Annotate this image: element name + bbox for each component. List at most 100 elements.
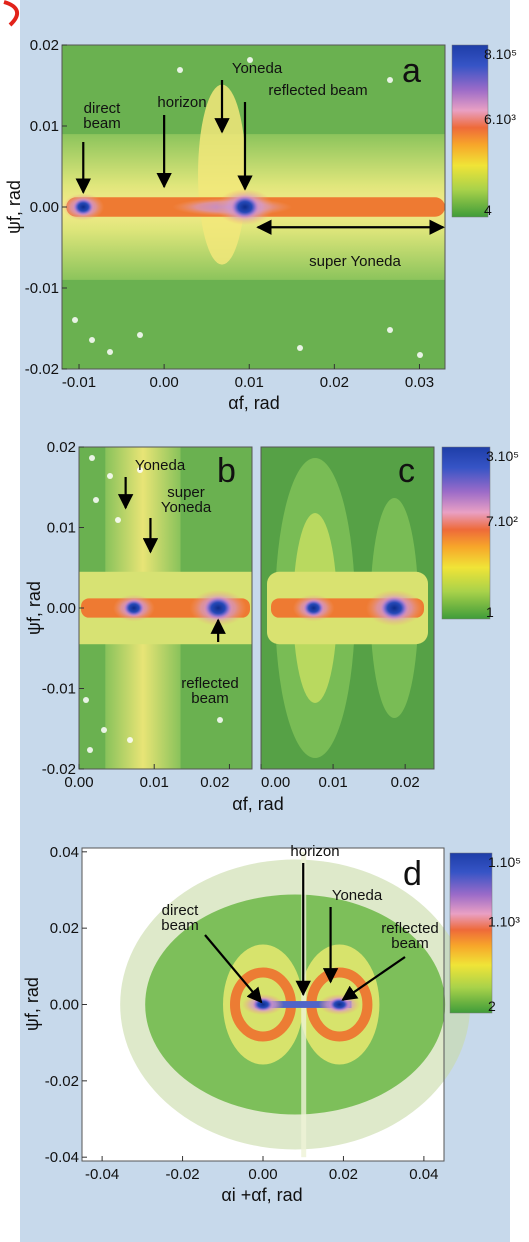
panel-a-y-axis-label: ψf, rad bbox=[4, 180, 24, 234]
panel-a-speckle bbox=[247, 57, 253, 63]
panel-c-x-tick-label: 0.00 bbox=[261, 774, 290, 791]
panel-b-letter: b bbox=[217, 452, 236, 490]
panel-d-annotation-horizon: horizon bbox=[290, 843, 339, 860]
panel-a-y-tick-label: -0.01 bbox=[25, 280, 59, 297]
panel-a-x-tick-label: 0.02 bbox=[320, 374, 349, 391]
panel-b-y-axis-label: ψf, rad bbox=[24, 581, 44, 635]
panel-c-frame bbox=[260, 446, 435, 770]
panel-b-speckle bbox=[101, 727, 107, 733]
colorbar-a bbox=[451, 44, 489, 218]
panel-a-y-tick-label: 0.02 bbox=[30, 37, 59, 54]
colorbar-c-label: 3.10⁵ bbox=[486, 448, 519, 464]
panel-a-x-tick-label: 0.01 bbox=[235, 374, 264, 391]
colorbar-c-label: 7.10² bbox=[486, 513, 518, 529]
panel-bc-x-axis-label: αf, rad bbox=[232, 794, 283, 814]
panel-b-annotation-reflected-beam: beam bbox=[191, 690, 229, 707]
panel-d-annotation-reflected-beam: beam bbox=[391, 935, 429, 952]
panel-a-speckle bbox=[107, 349, 113, 355]
panel-b-x-tick-label: 0.02 bbox=[200, 774, 229, 791]
panel-b-y-tick-label: 0.00 bbox=[47, 600, 76, 617]
panel-d-arrow-direct-beam bbox=[204, 934, 263, 1004]
panel-d-feature-direct-beam bbox=[252, 997, 274, 1012]
panel-a-feature-direct-beam bbox=[72, 198, 95, 216]
panel-a-speckle bbox=[72, 317, 78, 323]
panel-d-x-axis-label: αi +αf, rad bbox=[221, 1185, 302, 1205]
panel-c-heatmap bbox=[261, 447, 434, 769]
panel-a-annotation-direct-beam: direct bbox=[84, 100, 122, 117]
panel-d-y-tick-label: 0.04 bbox=[50, 844, 79, 861]
panel-b-speckle bbox=[115, 517, 121, 523]
panel-d-annotation-direct-beam: beam bbox=[161, 917, 199, 934]
panel-a-annotation-yoneda: Yoneda bbox=[232, 60, 283, 77]
colorbar-c-label: 1 bbox=[486, 604, 494, 620]
colorbar-a-label: 6.10³ bbox=[484, 111, 516, 127]
colorbar-d-label: 2 bbox=[488, 998, 496, 1014]
panel-a-x-tick-label: -0.01 bbox=[62, 374, 96, 391]
panel-a-annotation-direct-beam: beam bbox=[83, 115, 121, 132]
panel-d-y-tick-label: 0.02 bbox=[50, 920, 79, 937]
panel-b-x-tick-label: 0.00 bbox=[64, 774, 93, 791]
panel-a-speckle bbox=[387, 327, 393, 333]
panel-b-speckle bbox=[137, 467, 143, 473]
panel-b-annotation-reflected-beam: reflected bbox=[181, 675, 239, 692]
panel-d-x-tick-label: 0.00 bbox=[248, 1166, 277, 1183]
panel-d-letter: d bbox=[403, 855, 422, 893]
panel-a-x-axis-label: αf, rad bbox=[228, 393, 279, 413]
panel-d-annotation-reflected-beam: reflected bbox=[381, 920, 439, 937]
panel-b-y-tick-label: -0.01 bbox=[42, 681, 76, 698]
panel-d-streak bbox=[254, 1001, 352, 1008]
red-bracket-mark bbox=[3, 0, 20, 27]
panel-a-speckle bbox=[297, 345, 303, 351]
panel-a-annotation-horizon: horizon bbox=[157, 94, 206, 111]
panel-a-x-tick-label: 0.03 bbox=[405, 374, 434, 391]
panel-c-feature-direct-beam bbox=[302, 599, 325, 617]
panel-b-annotation-super-yoneda: Yoneda bbox=[161, 499, 212, 516]
panel-a-speckle bbox=[89, 337, 95, 343]
panel-a-y-tick-label: 0.00 bbox=[30, 199, 59, 216]
panel-b-y-tick-label: -0.02 bbox=[42, 761, 76, 778]
colorbar-c bbox=[441, 446, 491, 620]
panel-b-speckle bbox=[83, 697, 89, 703]
panel-b-speckle bbox=[93, 497, 99, 503]
panel-a-speckle bbox=[177, 67, 183, 73]
panel-b-y-tick-label: 0.02 bbox=[47, 439, 76, 456]
panel-d-x-tick-label: 0.04 bbox=[409, 1166, 438, 1183]
panel-a-annotation-super-yoneda: super Yoneda bbox=[309, 253, 401, 270]
panel-b-x-tick-label: 0.01 bbox=[140, 774, 169, 791]
panel-a-x-tick-label: 0.00 bbox=[150, 374, 179, 391]
panel-b-feature-reflected-beam bbox=[203, 596, 234, 620]
panel-c-x-tick-label: 0.01 bbox=[318, 774, 347, 791]
colorbar-a-label: 8.10⁵ bbox=[484, 46, 517, 62]
panel-b-speckle bbox=[89, 455, 95, 461]
panel-a-letter: a bbox=[402, 52, 421, 90]
panel-c-x-tick-label: 0.02 bbox=[391, 774, 420, 791]
panel-b-heatmap bbox=[79, 447, 252, 769]
colorbar-a-label: 4 bbox=[484, 202, 492, 218]
panel-d-annotation-direct-beam: direct bbox=[162, 902, 200, 919]
panel-b-y-tick-label: 0.01 bbox=[47, 520, 76, 537]
panel-d-y-tick-label: 0.00 bbox=[50, 997, 79, 1014]
panel-b-feature-direct-beam bbox=[122, 599, 145, 617]
panel-b-speckle bbox=[217, 717, 223, 723]
colorbar-d-label: 1.10⁵ bbox=[488, 854, 521, 870]
panel-d-x-tick-label: -0.04 bbox=[85, 1166, 119, 1183]
panel-a-speckle bbox=[137, 332, 143, 338]
panel-c-letter: c bbox=[398, 452, 415, 490]
panel-a-annotation-reflected-beam: reflected beam bbox=[268, 82, 367, 99]
panel-d-feature-reflected-beam bbox=[328, 997, 351, 1012]
panel-b-speckle bbox=[107, 473, 113, 479]
panel-d-arrow-reflected-beam bbox=[341, 956, 406, 1001]
panel-a-y-tick-label: -0.02 bbox=[25, 361, 59, 378]
panel-b-annotation-super-yoneda: super bbox=[167, 484, 205, 501]
panel-d-y-tick-label: -0.04 bbox=[45, 1149, 79, 1166]
panel-a-y-tick-label: 0.01 bbox=[30, 118, 59, 135]
panel-a-speckle bbox=[387, 77, 393, 83]
panel-d-annotation-yoneda: Yoneda bbox=[332, 887, 383, 904]
colorbar-d bbox=[449, 852, 493, 1014]
panel-c-feature-reflected-beam bbox=[379, 596, 410, 620]
panel-b-speckle bbox=[87, 747, 93, 753]
panel-d-x-tick-label: -0.02 bbox=[165, 1166, 199, 1183]
panel-a-speckle bbox=[417, 352, 423, 358]
